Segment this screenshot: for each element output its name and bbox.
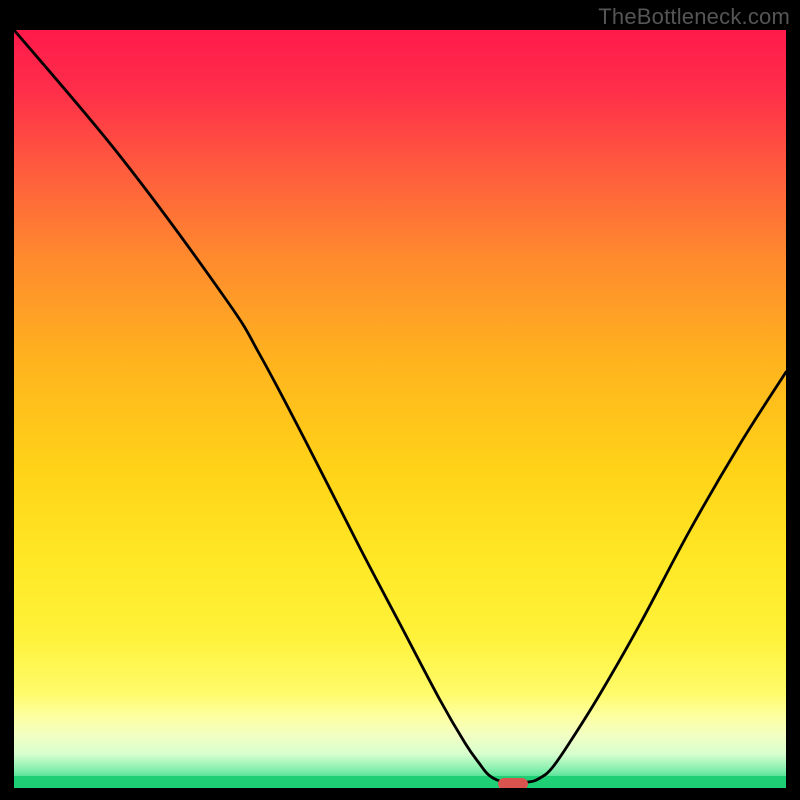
watermark-text: TheBottleneck.com: [598, 4, 790, 30]
gradient-background: [14, 30, 786, 788]
baseline-green-band: [14, 776, 786, 788]
chart-frame: TheBottleneck.com: [0, 0, 800, 800]
bottleneck-chart: [0, 0, 800, 800]
